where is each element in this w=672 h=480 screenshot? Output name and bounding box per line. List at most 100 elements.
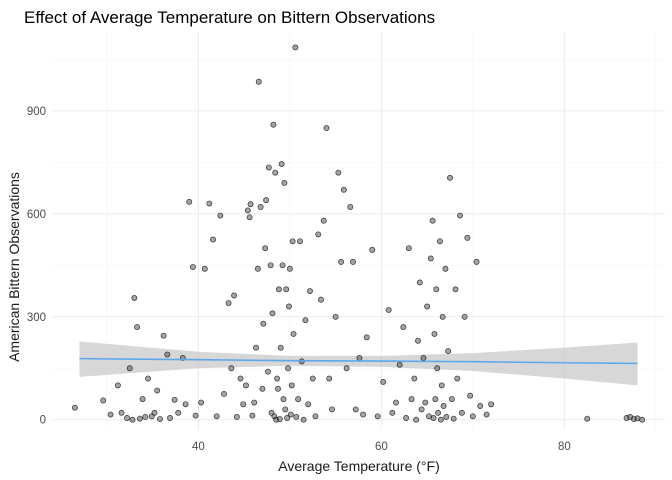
- data-point: [320, 217, 327, 224]
- data-point: [287, 411, 294, 418]
- data-point: [262, 245, 269, 252]
- data-point: [171, 396, 178, 403]
- data-point: [413, 416, 420, 423]
- data-point: [403, 415, 410, 421]
- data-point: [249, 412, 256, 419]
- data-point: [213, 413, 220, 420]
- data-point: [302, 317, 309, 324]
- x-tick-label: 40: [192, 441, 205, 453]
- data-point: [415, 337, 421, 344]
- chart-title: Effect of Average Temperature on Bittern…: [24, 8, 435, 27]
- data-point: [434, 365, 441, 372]
- data-point: [265, 164, 272, 171]
- data-point: [210, 236, 216, 243]
- data-point: [217, 212, 224, 219]
- data-point: [431, 330, 438, 337]
- data-point: [198, 399, 205, 406]
- data-point: [283, 286, 290, 293]
- data-point: [323, 125, 330, 132]
- data-point: [447, 174, 453, 181]
- data-point: [464, 234, 471, 241]
- data-point: [335, 169, 342, 176]
- data-point: [350, 258, 356, 265]
- data-point: [427, 255, 434, 262]
- data-point: [437, 416, 444, 423]
- data-point: [435, 409, 442, 416]
- data-point: [369, 246, 376, 253]
- data-point: [461, 313, 468, 320]
- data-point: [385, 306, 392, 313]
- data-point: [360, 411, 367, 418]
- data-point: [244, 207, 251, 214]
- data-point: [243, 382, 249, 389]
- data-point: [483, 411, 490, 418]
- data-point: [374, 413, 381, 420]
- data-point: [267, 262, 274, 269]
- data-point: [139, 396, 146, 403]
- data-point: [420, 354, 427, 361]
- data-point: [318, 296, 324, 303]
- data-point: [457, 212, 464, 219]
- data-point: [201, 265, 208, 272]
- confidence-band: [79, 341, 638, 386]
- data-point: [259, 385, 266, 392]
- data-point: [356, 354, 363, 361]
- data-point: [424, 303, 431, 310]
- data-point: [114, 382, 121, 389]
- confidence-band-layer: [79, 341, 638, 386]
- data-point: [433, 286, 440, 293]
- data-point: [389, 409, 396, 416]
- data-point: [275, 385, 281, 392]
- data-point: [126, 365, 133, 372]
- data-point: [286, 265, 293, 272]
- data-point: [300, 416, 307, 423]
- data-point: [186, 198, 193, 205]
- data-point: [438, 382, 445, 389]
- data-point: [458, 409, 465, 416]
- data-point: [154, 387, 161, 394]
- data-point: [411, 375, 418, 382]
- data-point: [134, 324, 141, 331]
- data-point: [206, 200, 213, 207]
- data-point: [290, 330, 297, 337]
- y-tick-label: 900: [27, 106, 46, 118]
- data-points: [71, 44, 646, 423]
- data-point: [343, 365, 350, 372]
- data-point: [281, 180, 288, 186]
- data-point: [131, 294, 138, 301]
- x-tick-label: 80: [558, 441, 571, 453]
- data-point: [277, 344, 284, 351]
- x-axis-ticks: 40 60 80: [192, 441, 571, 453]
- data-point: [307, 288, 313, 294]
- data-point: [442, 265, 449, 272]
- data-point: [422, 399, 429, 406]
- data-point: [477, 403, 484, 409]
- data-point: [296, 238, 303, 245]
- data-point: [192, 412, 199, 419]
- data-point: [639, 416, 646, 423]
- data-point: [124, 415, 130, 421]
- data-point: [340, 186, 347, 193]
- y-axis-title: American Bittern Observations: [6, 172, 22, 362]
- data-point: [305, 401, 312, 408]
- data-point: [295, 396, 302, 403]
- data-point: [469, 413, 476, 420]
- y-tick-label: 0: [40, 415, 46, 427]
- data-point: [440, 403, 447, 409]
- data-point: [285, 365, 292, 372]
- data-point: [418, 406, 425, 413]
- grid-lines: [52, 32, 665, 430]
- data-point: [251, 399, 258, 406]
- data-point: [454, 375, 461, 382]
- data-point: [189, 264, 196, 270]
- data-point: [136, 415, 143, 422]
- data-point: [312, 413, 319, 420]
- data-point: [488, 401, 495, 408]
- data-point: [452, 286, 459, 293]
- data-point: [292, 44, 299, 51]
- data-point: [129, 416, 136, 423]
- data-point: [432, 396, 439, 403]
- data-point: [293, 414, 300, 420]
- trend-line-layer: [79, 357, 638, 365]
